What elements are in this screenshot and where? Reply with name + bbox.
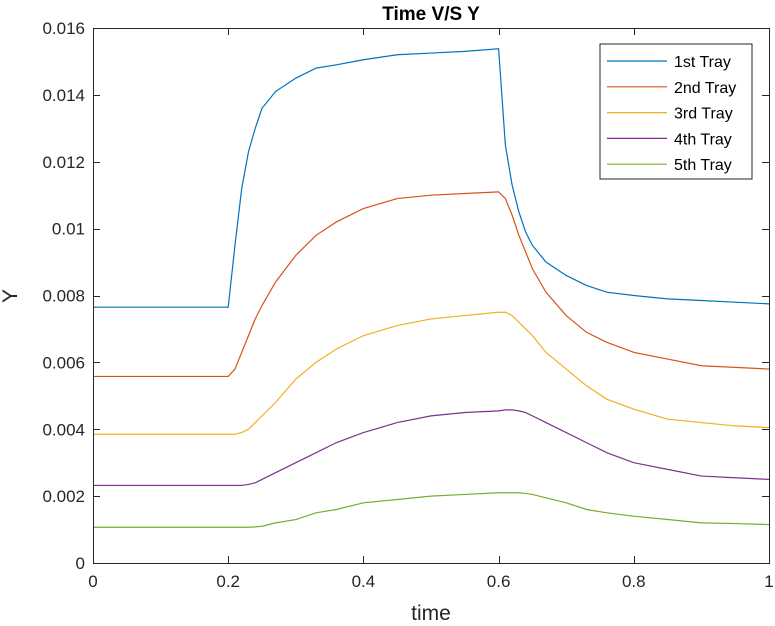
x-tick-label: 0.8 (622, 572, 646, 591)
axis-frame (93, 28, 770, 564)
series-line-4 (93, 409, 770, 487)
y-tick-label: 0.01 (52, 220, 85, 239)
y-tick-label: 0.008 (42, 287, 85, 306)
x-tick-label: 0.4 (352, 572, 376, 591)
y-tick-label: 0.016 (42, 19, 85, 38)
series-line-2 (93, 191, 770, 378)
y-tick-label: 0.006 (42, 353, 85, 372)
legend-label-3: 3rd Tray (674, 106, 733, 123)
series-line-3 (93, 311, 770, 435)
series-line-5 (93, 492, 770, 528)
x-tick-label: 0 (88, 572, 97, 591)
x-tick-label: 0.2 (216, 572, 240, 591)
legend-label-5: 5th Tray (674, 157, 732, 174)
series-layer (93, 48, 770, 528)
x-axis-label: time (411, 602, 451, 625)
y-tick-label: 0.002 (42, 487, 85, 506)
series-line-1 (93, 48, 770, 308)
x-ticks: 0 0.2 0.4 0.6 0.8 1 (88, 28, 774, 591)
x-tick-label: 0.6 (487, 572, 511, 591)
legend-box (599, 43, 753, 180)
legend-label-4: 4th Tray (674, 131, 732, 148)
y-tick-label: 0 (76, 554, 85, 573)
chart-title: Time V/S Y (382, 4, 480, 25)
y-tick-label: 0.014 (42, 86, 85, 105)
y-ticks: 0 0.002 0.004 0.006 0.008 0.01 0.012 0.014 0.016 (42, 19, 769, 573)
y-axis-label: Y (0, 289, 22, 303)
legend: 1st Tray 2nd Tray 3rd Tray 4th Tray 5th Tray (599, 43, 753, 180)
legend-label-1: 1st Tray (674, 54, 731, 71)
axis-layer (93, 28, 770, 564)
y-tick-label: 0.012 (42, 153, 85, 172)
y-tick-label: 0.004 (42, 420, 85, 439)
x-tick-label: 1 (764, 572, 773, 591)
legend-label-2: 2nd Tray (674, 80, 736, 97)
